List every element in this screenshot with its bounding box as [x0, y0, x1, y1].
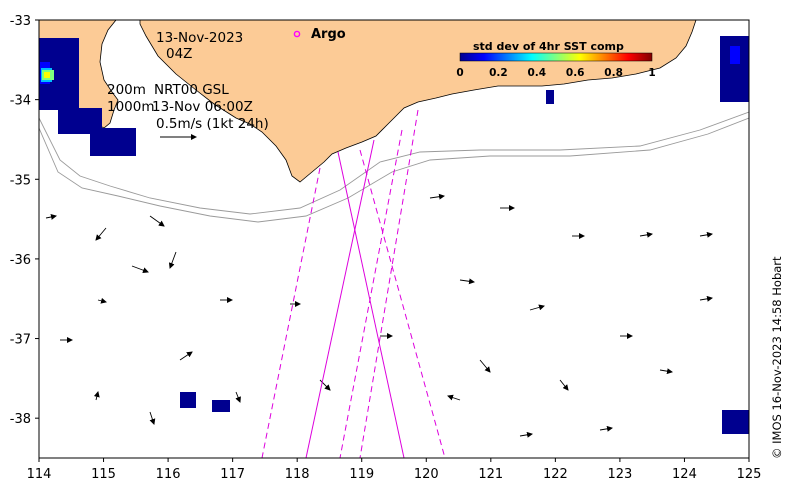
- colorbar-tick-label: 0.6: [566, 67, 585, 79]
- x-tick-label: 125: [737, 467, 762, 482]
- x-tick-label: 118: [285, 467, 310, 482]
- isobath-200-label: 200m: [107, 82, 146, 98]
- date-label: 13-Nov-2023: [156, 30, 243, 46]
- x-axis-ticks: 114 115 116 117 118 119 120 121 122 123 124 125: [27, 458, 762, 482]
- colorbar-tick-label: 0.4: [527, 67, 546, 79]
- x-tick-label: 115: [91, 467, 116, 482]
- colorbar-tick-label: 1: [648, 67, 655, 79]
- x-tick-label: 123: [607, 467, 632, 482]
- isobath-1000m: [39, 117, 749, 223]
- sst-patches: [39, 36, 749, 434]
- x-tick-label: 124: [672, 467, 697, 482]
- isobath-1000-label: 1000m: [107, 99, 155, 115]
- argo-marker-icon: [293, 30, 301, 38]
- colorbar-title: std dev of 4hr SST comp: [473, 40, 624, 53]
- colorbar: [459, 52, 653, 62]
- x-tick-label: 114: [27, 467, 52, 482]
- x-tick-label: 117: [220, 467, 245, 482]
- plot-frame: [38, 19, 750, 459]
- y-tick-label: -36: [10, 253, 31, 268]
- colorbar-tick-label: 0.2: [489, 67, 508, 79]
- credit-label: © IMOS 16-Nov-2023 14:58 Hobart: [770, 256, 784, 459]
- analysis-time-label: 13-Nov 06:00Z: [152, 99, 253, 115]
- y-tick-label: -37: [10, 333, 31, 348]
- x-tick-label: 119: [349, 467, 374, 482]
- current-vectors: [45, 193, 713, 438]
- x-tick-label: 120: [414, 467, 439, 482]
- y-tick-label: -38: [10, 412, 31, 427]
- x-tick-label: 116: [156, 467, 181, 482]
- y-tick-label: -35: [10, 173, 31, 188]
- y-tick-label: -34: [10, 94, 31, 109]
- isobath-200m: [39, 111, 749, 215]
- hour-label: 04Z: [166, 46, 192, 62]
- scale-label: 0.5m/s (1kt 24h): [156, 116, 269, 132]
- x-tick-label: 122: [543, 467, 568, 482]
- product-label: NRT00 GSL: [154, 82, 229, 98]
- y-axis-ticks: -33 -34 -35 -36 -37 -38: [10, 14, 39, 427]
- x-tick-label: 121: [478, 467, 503, 482]
- satellite-tracks: [261, 109, 446, 458]
- colorbar-tick-label: 0.8: [604, 67, 623, 79]
- argo-legend-label: Argo: [311, 27, 346, 42]
- y-tick-label: -33: [10, 14, 31, 29]
- colorbar-tick-label: 0: [456, 67, 463, 79]
- colorbar-ticks: 0 0.2 0.4 0.6 0.8 1: [456, 67, 655, 79]
